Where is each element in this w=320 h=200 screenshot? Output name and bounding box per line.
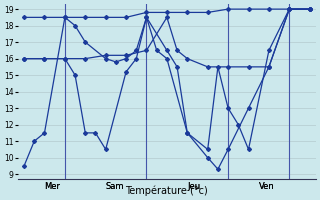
Text: Mer: Mer <box>44 182 60 191</box>
Text: Ven: Ven <box>259 182 275 191</box>
Text: Sam: Sam <box>106 182 124 191</box>
Text: Sam: Sam <box>106 182 124 191</box>
Text: Jeu: Jeu <box>187 182 200 191</box>
Text: Jeu: Jeu <box>187 182 200 191</box>
X-axis label: Température (°c): Température (°c) <box>125 185 208 196</box>
Text: Ven: Ven <box>259 182 275 191</box>
Text: Mer: Mer <box>44 182 60 191</box>
